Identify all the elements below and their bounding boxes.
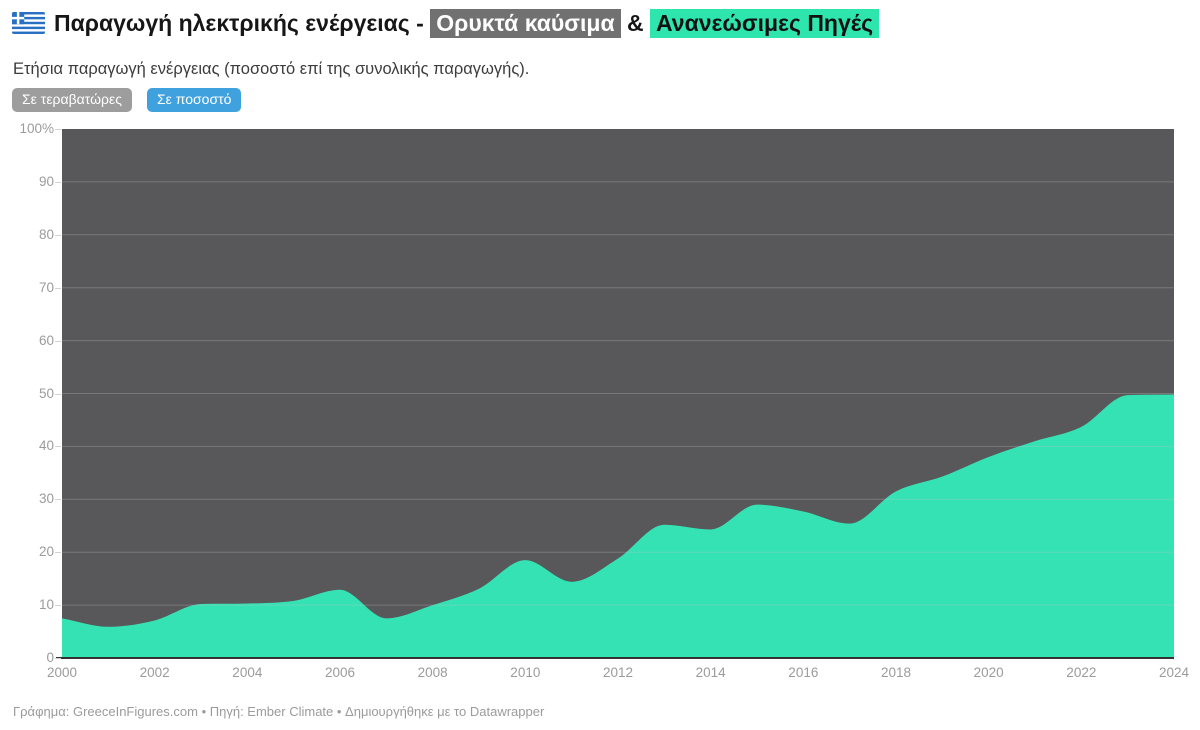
y-axis-label: 30 [38,491,54,507]
y-axis-label: 100% [19,121,54,136]
y-axis-tick [55,287,61,289]
chart-title-text: Παραγωγή ηλεκτρικής ενέργειας - Ορυκτά κ… [54,8,880,38]
y-axis-label: 70 [38,279,54,295]
title-prefix: Παραγωγή ηλεκτρικής ενέργειας - [54,10,431,36]
renewables-legend-highlight: Ανανεώσιμες Πηγές [650,9,880,38]
greek-flag-icon [12,12,45,34]
y-axis-tick [55,181,61,183]
title-ampersand: & [620,10,651,36]
x-axis-label: 2022 [1066,665,1097,680]
x-axis-label: 2020 [973,665,1004,680]
y-axis-tick [55,658,61,659]
x-axis-line [56,657,1174,659]
renewables-area [62,394,1174,658]
y-axis-label: 20 [38,544,54,560]
chart-subtitle: Ετήσια παραγωγή ενέργειας (ποσοστό επί τ… [13,60,530,78]
x-axis-label: 2014 [695,665,726,680]
y-axis-label: 10 [38,597,54,613]
x-axis-label: 2018 [880,665,912,680]
view-toggle-toolbar: Σε τεραβατώρες Σε ποσοστό [12,88,242,112]
y-axis-tick [55,499,61,501]
x-axis-label: 2008 [417,665,448,680]
x-axis-label: 2000 [46,665,78,680]
y-axis-tick [55,605,61,607]
x-axis-label: 2012 [602,665,634,680]
y-axis-label: 40 [38,438,54,454]
y-axis-tick [55,129,61,130]
x-axis-label: 2010 [510,665,541,680]
y-axis-tick [55,446,61,448]
x-axis-label: 2004 [232,665,263,680]
y-axis-label: 80 [38,226,54,242]
terawatt-hours-toggle-button[interactable]: Σε τεραβατώρες [12,88,132,112]
y-axis-tick [55,234,61,236]
y-axis-tick [55,552,61,554]
y-axis-tick [55,340,61,342]
x-axis-label: 2006 [324,665,356,680]
credit-line: Γράφημα: GreeceInFigures.com • Πηγή: Emb… [13,704,545,719]
plot-area [62,129,1174,658]
fossil-legend-highlight: Ορυκτά καύσιμα [430,9,621,38]
y-axis-label: 50 [38,385,54,401]
x-axis-label: 2024 [1158,665,1190,680]
x-axis-label: 2016 [788,665,819,680]
percent-toggle-button[interactable]: Σε ποσοστό [146,88,242,112]
y-axis-tick [55,393,61,395]
y-axis-label: 60 [38,332,54,348]
page-title: Παραγωγή ηλεκτρικής ενέργειας - Ορυκτά κ… [12,8,880,38]
y-axis-label: 0 [46,650,54,665]
x-axis-label: 2002 [139,665,170,680]
y-axis-label: 90 [38,173,54,189]
